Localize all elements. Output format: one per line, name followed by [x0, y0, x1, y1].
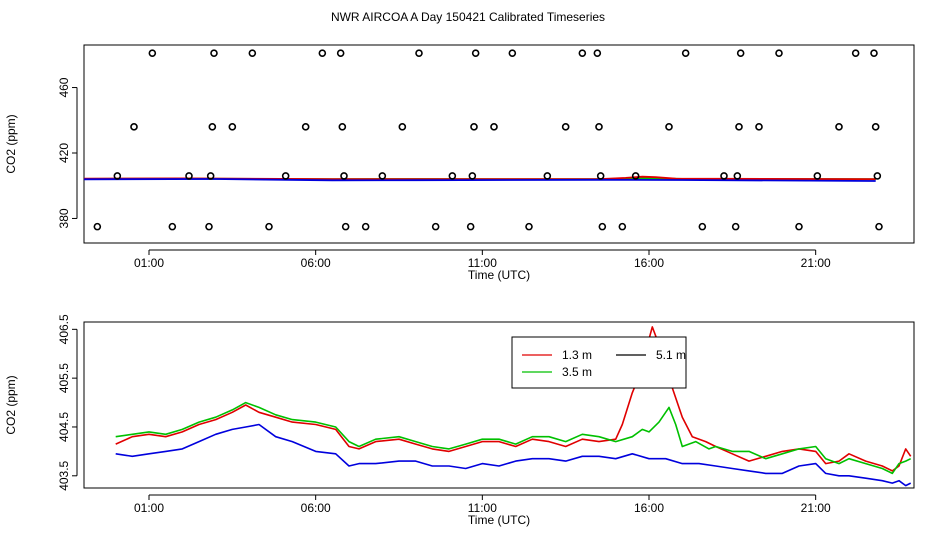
data-point [210, 49, 218, 57]
data-point [835, 123, 843, 131]
series-line-3-5-m [115, 401, 912, 475]
legend-label: 1.3 m [562, 348, 592, 362]
y-tick-label: 420 [57, 143, 71, 163]
data-point [208, 123, 217, 131]
data-point [468, 172, 477, 180]
data-point [205, 222, 213, 231]
data-point [378, 172, 387, 180]
x-tick-label: 21:00 [801, 256, 831, 270]
data-point [466, 222, 475, 231]
data-point [265, 222, 273, 231]
data-point [851, 49, 860, 57]
data-point [735, 123, 743, 131]
x-tick-label: 06:00 [301, 501, 331, 515]
data-point [148, 49, 157, 57]
data-point [415, 49, 423, 57]
x-tick-label: 01:00 [134, 501, 164, 515]
data-point [168, 222, 177, 231]
data-point [340, 172, 348, 180]
x-tick-label: 01:00 [134, 256, 164, 270]
data-point [470, 123, 478, 131]
data-point [873, 172, 882, 180]
series-line-1-3-m [115, 326, 912, 472]
data-point [561, 123, 570, 131]
x-tick-label: 11:00 [468, 501, 497, 515]
y-axis-label: CO2 (ppm) [4, 114, 18, 173]
data-point [318, 49, 327, 57]
data-point [596, 172, 605, 180]
y-tick-label: 460 [57, 77, 71, 97]
x-axis-label: Time (UTC) [468, 268, 530, 282]
legend-label: 3.5 m [562, 365, 592, 379]
data-point [341, 222, 350, 231]
plot-frame [83, 44, 915, 244]
y-tick-label: 406.5 [57, 314, 71, 344]
legend-label: 5.1 m [656, 348, 686, 362]
data-point [731, 222, 740, 231]
data-point [595, 123, 603, 131]
data-point [338, 123, 347, 131]
data-point [398, 123, 407, 131]
data-point [448, 172, 457, 180]
x-tick-label: 21:00 [801, 501, 831, 515]
data-point [130, 123, 138, 131]
data-point [736, 49, 745, 57]
y-tick-label: 405.5 [57, 363, 71, 393]
data-point [525, 222, 533, 231]
plot-frame [83, 321, 915, 489]
data-point [543, 172, 552, 180]
data-point [720, 172, 728, 180]
data-point [93, 222, 102, 231]
data-point [578, 49, 587, 57]
legend: 1.3 m 3.5 m 5.1 m [511, 336, 687, 389]
data-point [871, 123, 880, 131]
y-tick-label: 403.5 [57, 460, 71, 490]
data-point [618, 222, 627, 231]
data-point [775, 49, 783, 57]
legend-box [511, 336, 687, 389]
data-point [593, 49, 602, 57]
data-point [508, 49, 517, 57]
series-line-5-1-m [115, 423, 912, 487]
series-line-5-1-m [83, 178, 876, 182]
data-point [336, 49, 345, 57]
data-point [113, 172, 122, 180]
data-point [870, 49, 878, 57]
x-axis-label: Time (UTC) [468, 513, 530, 527]
data-point [681, 49, 690, 57]
data-point [185, 172, 193, 180]
data-point [281, 172, 290, 180]
bottom-panel: 01:00 06:00 11:00 16:00 21:00 Time (UTC) 403.5… [4, 314, 915, 527]
data-point [755, 123, 763, 131]
data-point [665, 123, 673, 131]
y-tick-label: 380 [57, 208, 71, 228]
data-point [471, 49, 480, 57]
data-point [875, 222, 883, 231]
data-point [206, 172, 215, 180]
data-point [813, 172, 822, 180]
x-tick-label: 11:00 [468, 256, 497, 270]
data-point [631, 172, 640, 180]
data-point [248, 49, 257, 57]
y-tick-label: 404.5 [57, 412, 71, 442]
data-point [733, 172, 742, 180]
data-point [431, 222, 440, 231]
top-panel: 01:00 06:00 11:00 16:00 21:00 Time (UTC) 380 42… [4, 44, 915, 282]
data-point [228, 123, 237, 131]
data-point [698, 222, 707, 231]
x-tick-label: 16:00 [634, 256, 664, 270]
data-point [490, 123, 498, 131]
chart-title: NWR AIRCOA A Day 150421 Calibrated Times… [331, 10, 605, 24]
x-tick-label: 06:00 [301, 256, 331, 270]
y-axis-label: CO2 (ppm) [4, 375, 18, 434]
data-point [301, 123, 310, 131]
data-point [795, 222, 803, 231]
data-point [361, 222, 370, 231]
data-point [598, 222, 607, 231]
x-tick-label: 16:00 [634, 501, 664, 515]
